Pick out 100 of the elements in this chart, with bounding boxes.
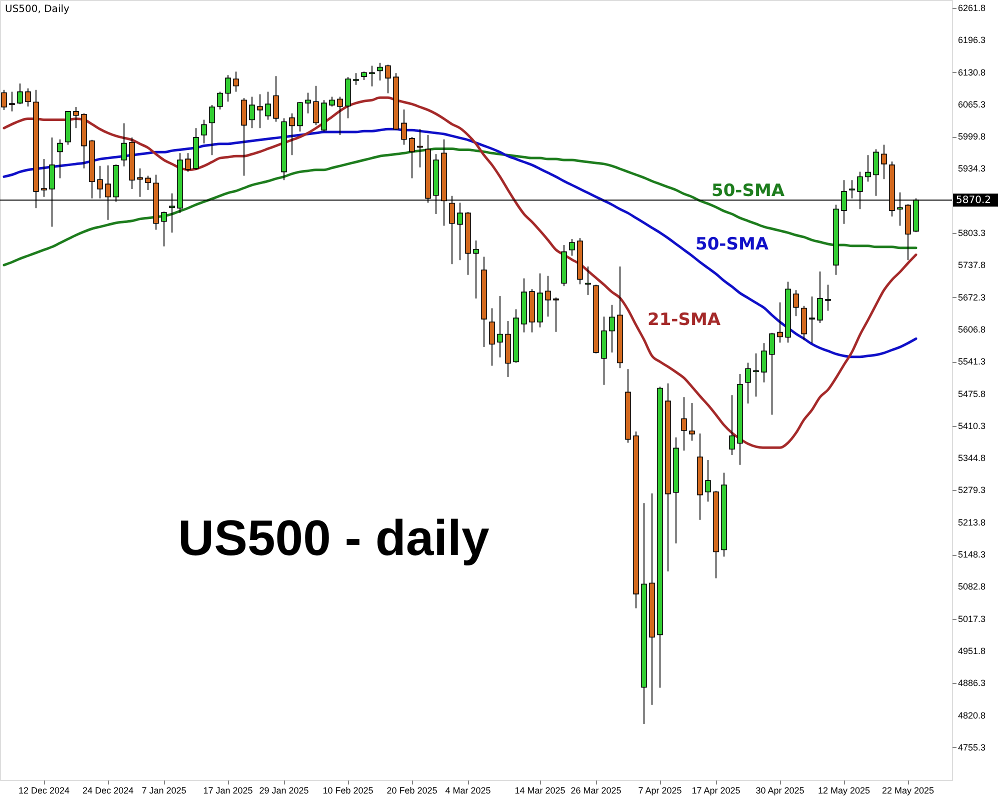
candlestick [201,119,207,144]
candlestick [137,168,143,198]
candlestick [57,138,63,179]
x-tick-label: 12 Dec 2024 [18,786,70,796]
y-tick-label: 5344.8 [958,453,986,464]
x-tick-label: 17 Apr 2025 [692,786,740,796]
y-tick-label: 5410.3 [958,420,986,431]
candlestick [497,295,503,358]
candlestick [257,94,263,129]
y-tick-label: 6196.3 [958,35,986,46]
candlestick [873,148,879,196]
candlestick [729,394,735,456]
candlestick [145,175,151,190]
x-tick-label: 20 Feb 2025 [386,786,438,796]
y-tick-label: 6130.8 [958,67,986,78]
candlestick [705,459,711,502]
x-tick-label: 7 Jan 2025 [142,786,186,796]
annotation: US500 - daily [178,510,490,566]
y-tick-label: 4755.3 [958,742,986,752]
candlestick [161,211,167,247]
candlestick [473,240,479,299]
y-tick-label: 5737.8 [958,260,986,270]
y-tick-label: 5213.8 [958,517,986,528]
candlestick [265,91,271,120]
y-tick-label: 5999.8 [958,132,986,142]
y-tick-label: 5606.8 [958,324,986,334]
candlestick [545,275,551,318]
y-tick-label: 5082.8 [958,582,986,592]
candlestick [569,238,575,256]
candlestick [385,64,391,94]
candlestick [825,284,831,312]
candlestick [337,96,343,136]
candlestick [377,62,383,82]
candlestick [777,302,783,344]
y-tick-label: 6065.3 [958,99,986,110]
candlestick [681,396,687,452]
y-tick-label: 5672.3 [958,292,986,302]
candlestick [25,88,31,108]
candlestick [73,106,79,129]
candlestick [225,74,231,102]
y-tick-label: 4886.3 [958,678,986,688]
x-tick-label: 26 Mar 2025 [570,786,622,796]
y-tick-label: 5148.3 [958,550,986,560]
chart-title: US500, Daily [5,4,70,15]
x-tick-label: 29 Jan 2025 [259,786,309,796]
candlestick [41,158,47,198]
candlestick [769,332,775,416]
series-label: 50-SMA [695,234,770,255]
y-tick-label: 5475.8 [958,388,986,399]
candlestick [689,402,695,442]
series-label: 50-SMA [711,180,786,201]
y-tick-label: 6261.8 [958,2,986,13]
candlestick [761,342,767,383]
candlestick [121,122,127,167]
line-series [2,96,918,449]
candlestick [273,76,279,122]
candlestick [185,152,191,172]
x-tick-label: 30 Apr 2025 [756,786,804,796]
candlestick [233,71,239,92]
series-label: 21-SMA [647,310,722,330]
x-tick-label: 12 May 2025 [818,786,870,796]
candlestick [9,91,15,112]
candlestick [609,304,615,353]
candlestick [305,92,311,114]
ref-line-label: 5870.2 [956,195,991,206]
x-tick-label: 14 Mar 2025 [514,786,566,796]
x-tick-label: 24 Dec 2024 [82,786,134,796]
candlestick [489,308,495,366]
candlestick [809,296,815,344]
candlestick [249,96,255,129]
candlestick [865,154,871,182]
candlestick [457,202,463,261]
y-tick-label: 5279.3 [958,485,986,496]
x-tick-label: 4 Mar 2025 [445,786,491,796]
candlestick [753,352,759,398]
candlestick [409,136,415,179]
y-tick-label: 4951.8 [958,646,986,656]
candlestick [313,85,319,126]
candlestick [297,102,303,132]
y-tick-label: 4820.8 [958,710,986,720]
candlestick [553,296,559,332]
candlestick [585,266,591,296]
candlestick [353,72,359,86]
x-tick-label: 10 Feb 2025 [322,786,374,796]
candlestick [289,112,295,156]
x-tick-label: 22 May 2025 [882,786,934,796]
y-tick-label: 5803.3 [958,228,986,238]
y-tick-label: 5541.3 [958,356,986,367]
candlestick [417,128,423,168]
candlestick [817,270,823,324]
candlestick [401,108,407,146]
candlestick [329,96,335,108]
x-tick-label: 7 Apr 2025 [638,786,682,796]
x-tick-label: 17 Jan 2025 [203,786,253,796]
candlestick [17,82,23,105]
candlestick [1,89,7,110]
y-tick-label: 5017.3 [958,614,986,624]
candlestick [209,104,215,156]
candlestick [881,144,887,180]
candlestick [217,91,223,110]
